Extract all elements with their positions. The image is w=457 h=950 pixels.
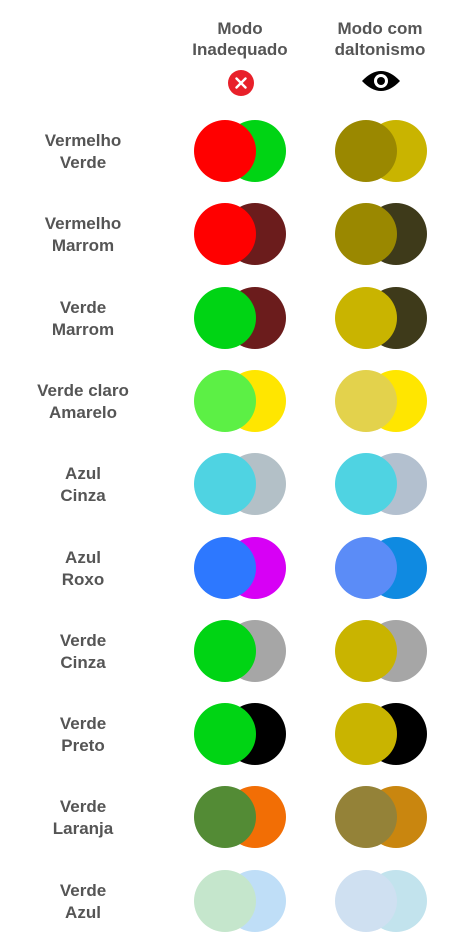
row-label-line: Verde: [59, 797, 107, 816]
front-color-circle: [194, 620, 256, 682]
color-pair-row: Verde Marrom: [0, 287, 457, 367]
front-color-circle: [335, 370, 397, 432]
row-label: Vermelho Marrom: [8, 213, 158, 257]
row-label-line: Roxo: [61, 570, 105, 589]
colorblind-swatch-pair: [335, 453, 429, 515]
row-label-line: Amarelo: [48, 403, 118, 422]
row-label-line: Cinza: [60, 486, 106, 505]
row-label-line: Preto: [61, 736, 105, 755]
color-pair-row: Vermelho Marrom: [0, 203, 457, 283]
front-color-circle: [194, 703, 256, 765]
row-label-line: Verde: [59, 298, 107, 317]
row-label: Verde Preto: [8, 713, 158, 757]
front-color-circle: [335, 287, 397, 349]
row-label-line: Verde: [59, 153, 107, 172]
row-label-line: Azul: [65, 903, 101, 922]
front-color-circle: [335, 537, 397, 599]
row-label-line: Azul: [65, 548, 101, 567]
normal-swatch-pair: [194, 786, 288, 848]
column-header-inadequate: Modo Inadequado: [180, 18, 300, 60]
front-color-circle: [194, 537, 256, 599]
color-pair-row: Verde Laranja: [0, 786, 457, 866]
colorblind-swatch-pair: [335, 120, 429, 182]
color-pair-row: Vermelho Verde: [0, 120, 457, 200]
front-color-circle: [335, 120, 397, 182]
header-line: daltonismo: [334, 40, 426, 59]
row-label: Verde Azul: [8, 880, 158, 924]
colorblind-swatch-pair: [335, 870, 429, 932]
row-label-line: Azul: [65, 464, 101, 483]
normal-swatch-pair: [194, 870, 288, 932]
front-color-circle: [194, 786, 256, 848]
normal-swatch-pair: [194, 703, 288, 765]
color-pair-row: Verde Cinza: [0, 620, 457, 700]
header-line: Modo: [217, 19, 263, 38]
row-label: Verde Marrom: [8, 297, 158, 341]
column-header-colorblind: Modo com daltonismo: [320, 18, 440, 60]
row-label: Azul Roxo: [8, 547, 158, 591]
color-pair-row: Verde Preto: [0, 703, 457, 783]
front-color-circle: [335, 203, 397, 265]
row-label: Verde Cinza: [8, 630, 158, 674]
row-label-line: Marrom: [51, 320, 115, 339]
front-color-circle: [194, 370, 256, 432]
normal-swatch-pair: [194, 453, 288, 515]
front-color-circle: [335, 620, 397, 682]
colorblind-swatch-pair: [335, 620, 429, 682]
row-label-line: Laranja: [52, 819, 114, 838]
normal-swatch-pair: [194, 370, 288, 432]
row-label-line: Vermelho: [44, 214, 122, 233]
front-color-circle: [194, 453, 256, 515]
header-line: Modo com: [337, 19, 423, 38]
row-label-line: Verde claro: [37, 381, 129, 400]
row-label: Verde claro Amarelo: [8, 380, 158, 424]
normal-swatch-pair: [194, 120, 288, 182]
color-pair-row: Verde Azul: [0, 870, 457, 950]
normal-swatch-pair: [194, 287, 288, 349]
colorblind-swatch-pair: [335, 370, 429, 432]
row-label-line: Cinza: [60, 653, 106, 672]
row-label-line: Verde: [59, 631, 107, 650]
normal-swatch-pair: [194, 203, 288, 265]
color-pair-row: Azul Cinza: [0, 453, 457, 533]
front-color-circle: [335, 870, 397, 932]
row-label: Verde Laranja: [8, 796, 158, 840]
front-color-circle: [335, 453, 397, 515]
front-color-circle: [335, 703, 397, 765]
front-color-circle: [194, 120, 256, 182]
row-label: Azul Cinza: [8, 463, 158, 507]
colorblind-swatch-pair: [335, 786, 429, 848]
row-label-line: Vermelho: [44, 131, 122, 150]
colorblind-swatch-pair: [335, 287, 429, 349]
front-color-circle: [194, 287, 256, 349]
normal-swatch-pair: [194, 537, 288, 599]
row-label-line: Marrom: [51, 236, 115, 255]
row-label-line: Verde: [59, 714, 107, 733]
close-icon: [228, 70, 254, 96]
eye-icon: [361, 68, 401, 99]
color-pair-row: Azul Roxo: [0, 537, 457, 617]
color-pair-row: Verde claro Amarelo: [0, 370, 457, 450]
front-color-circle: [194, 203, 256, 265]
colorblind-swatch-pair: [335, 537, 429, 599]
front-color-circle: [335, 786, 397, 848]
row-label: Vermelho Verde: [8, 130, 158, 174]
colorblind-swatch-pair: [335, 703, 429, 765]
normal-swatch-pair: [194, 620, 288, 682]
header-line: Inadequado: [192, 40, 288, 59]
colorblind-swatch-pair: [335, 203, 429, 265]
front-color-circle: [194, 870, 256, 932]
row-label-line: Verde: [59, 881, 107, 900]
